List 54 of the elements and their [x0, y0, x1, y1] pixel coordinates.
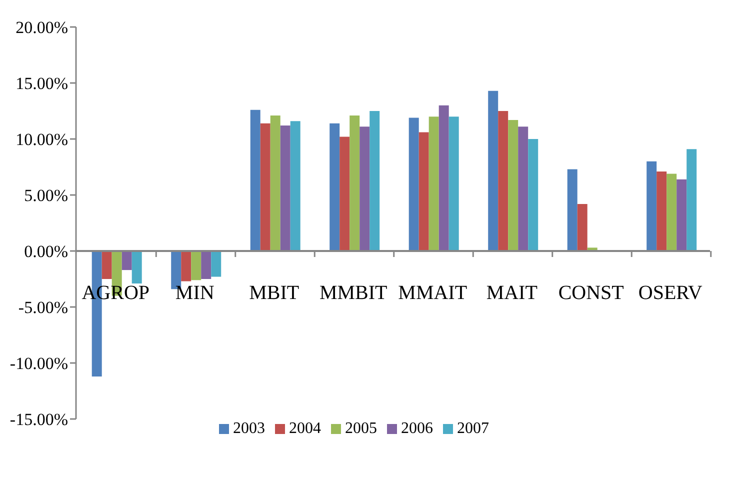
bar [330, 123, 340, 251]
x-tick-label: OSERV [638, 282, 703, 304]
bar [646, 161, 657, 251]
legend-label: 2006 [401, 420, 433, 437]
bar [122, 251, 132, 270]
bar [408, 118, 419, 251]
bar [360, 126, 370, 251]
x-tick-label: MMAIT [398, 282, 468, 304]
bar [418, 132, 429, 251]
bar [191, 251, 202, 280]
bar [181, 251, 192, 282]
bar [290, 121, 300, 251]
bar [666, 174, 677, 251]
legend-label: 2003 [233, 420, 265, 437]
bar [280, 126, 290, 251]
bar [577, 204, 588, 251]
x-tick-label: MAIT [486, 282, 538, 304]
bar [201, 251, 212, 279]
legend-label: 2007 [457, 420, 489, 437]
bar [370, 111, 380, 251]
bar [528, 139, 538, 251]
bar [508, 120, 518, 251]
bar [518, 126, 528, 251]
x-tick-label: MBIT [249, 282, 300, 304]
bar [438, 105, 449, 251]
legend-label: 2004 [289, 420, 321, 437]
y-tick-label: 20.00% [16, 18, 68, 38]
bar [656, 171, 667, 251]
bar [676, 179, 687, 251]
y-tick-label: 5.00% [24, 186, 68, 206]
bar [250, 110, 260, 251]
bar [448, 116, 459, 251]
y-tick-label: 10.00% [16, 130, 68, 150]
bar [102, 251, 112, 279]
bar [260, 123, 270, 251]
y-tick-label: 15.00% [16, 74, 68, 94]
bar [428, 116, 439, 251]
y-tick-label: -15.00% [10, 410, 68, 430]
x-tick-label: CONST [558, 282, 624, 304]
x-tick-label: MIN [175, 282, 214, 304]
y-tick-label: 0.00% [24, 242, 68, 262]
bar [567, 169, 578, 251]
x-tick-label: MMBIT [319, 282, 388, 304]
bar [211, 251, 222, 277]
y-tick-label: -5.00% [18, 298, 68, 318]
bar [132, 251, 142, 284]
legend-label: 2005 [345, 420, 377, 437]
bar [498, 111, 508, 251]
bar [350, 115, 360, 251]
bar [340, 136, 350, 251]
bar [488, 90, 498, 251]
bar [686, 149, 697, 251]
bar [270, 115, 280, 251]
y-tick-label: -10.00% [10, 354, 68, 374]
